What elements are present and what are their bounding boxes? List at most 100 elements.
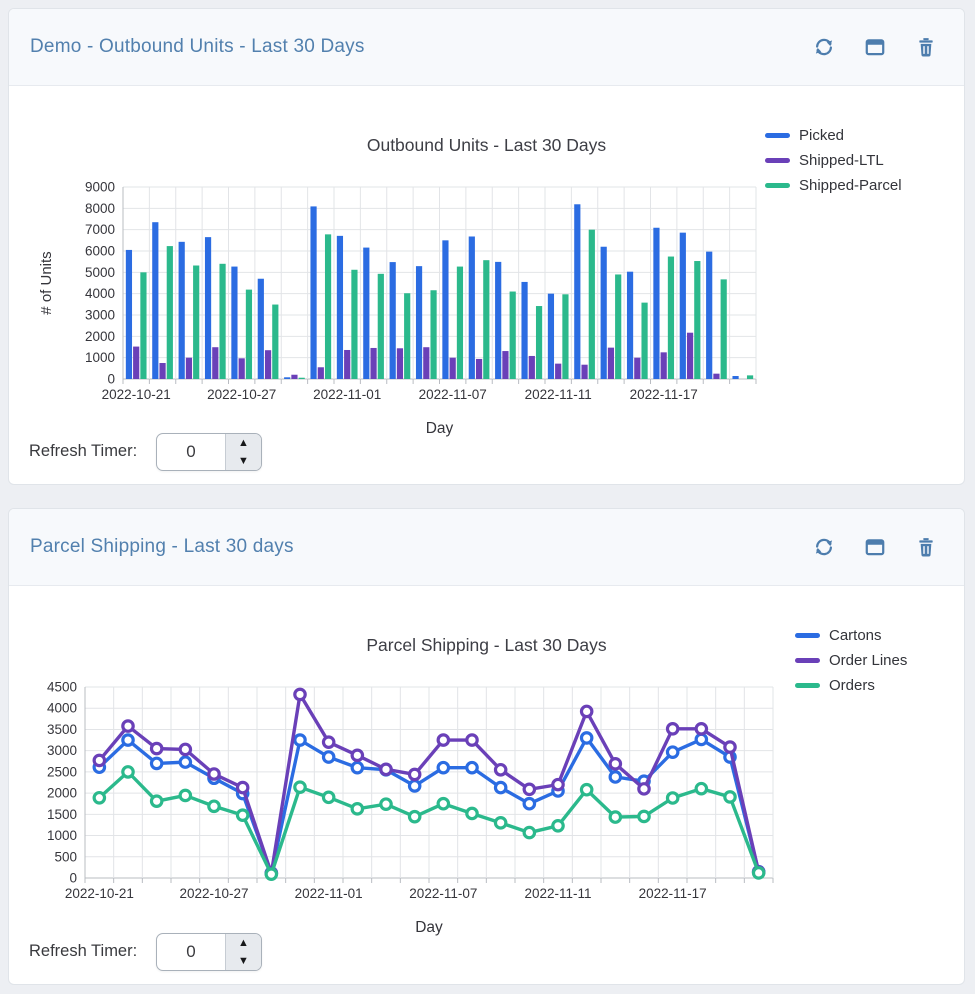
- bar-picked: [706, 251, 713, 379]
- y-tick-label: 4000: [47, 701, 77, 716]
- bar-shipped-ltl: [634, 357, 641, 379]
- x-tick-label: 2022-11-07: [419, 387, 487, 402]
- x-tick-label: 2022-11-07: [409, 886, 477, 901]
- bar-shipped-ltl: [502, 351, 509, 379]
- legend-item-shipped-parcel[interactable]: Shipped-Parcel: [765, 173, 902, 198]
- legend-marker: [795, 633, 820, 638]
- window-icon: [865, 537, 885, 557]
- x-tick-label: 2022-11-11: [524, 886, 591, 901]
- bar-picked: [178, 241, 185, 379]
- point-marker: [235, 780, 250, 795]
- legend-label: Shipped-Parcel: [799, 177, 902, 194]
- point-marker: [149, 741, 164, 756]
- point-marker: [121, 765, 135, 779]
- legend-item-shipped-ltl[interactable]: Shipped-LTL: [765, 148, 902, 173]
- x-tick-label: 2022-10-27: [179, 886, 248, 901]
- bar-shipped-ltl: [423, 347, 430, 379]
- legend-item-picked[interactable]: Picked: [765, 123, 902, 148]
- point-marker: [350, 748, 365, 763]
- point-marker: [379, 762, 393, 777]
- bar-picked: [389, 262, 396, 379]
- bar-shipped-parcel: [694, 261, 701, 379]
- legend-item-cartons[interactable]: Cartons: [795, 623, 907, 648]
- spinner-up-button[interactable]: ▲: [226, 434, 261, 452]
- point-marker: [121, 733, 135, 747]
- point-marker: [751, 866, 766, 880]
- y-tick-label: 9000: [85, 180, 115, 195]
- bar-picked: [521, 281, 528, 379]
- legend-item-order-lines[interactable]: Order Lines: [795, 648, 907, 673]
- bar-shipped-ltl: [317, 367, 324, 379]
- bar-picked: [679, 232, 686, 379]
- refresh-timer-input[interactable]: [157, 934, 225, 970]
- chart-title: Parcel Shipping - Last 30 Days: [366, 635, 607, 655]
- legend-marker: [795, 683, 820, 688]
- refresh-timer-input[interactable]: [157, 434, 225, 470]
- y-tick-label: 7000: [85, 222, 115, 237]
- y-tick-label: 1500: [47, 807, 77, 822]
- bar-shipped-parcel: [219, 263, 226, 379]
- refresh-button[interactable]: [814, 37, 834, 57]
- point-marker: [465, 733, 479, 747]
- window-button[interactable]: [865, 537, 885, 557]
- bar-shipped-parcel: [535, 306, 543, 379]
- point-marker: [321, 735, 336, 749]
- point-marker: [723, 740, 737, 754]
- point-marker: [293, 733, 307, 747]
- delete-button[interactable]: [916, 37, 936, 57]
- bar-picked: [336, 235, 344, 379]
- legend-marker: [765, 133, 790, 138]
- point-marker: [579, 704, 594, 719]
- point-marker: [264, 867, 279, 881]
- chart-title: Outbound Units - Last 30 Days: [366, 135, 607, 155]
- delete-button[interactable]: [916, 537, 936, 557]
- y-tick-label: 1000: [47, 828, 77, 843]
- card-parcel-shipping: Parcel Shipping - Last 30 days: [8, 508, 965, 985]
- legend-label: Order Lines: [829, 652, 908, 669]
- point-marker: [608, 757, 623, 771]
- bar-picked: [363, 247, 370, 379]
- bar-picked: [495, 261, 502, 379]
- bar-shipped-ltl: [449, 357, 456, 379]
- bar-picked: [574, 204, 581, 379]
- point-marker: [493, 762, 508, 777]
- bar-shipped-parcel: [430, 290, 437, 379]
- bar-picked: [442, 240, 449, 379]
- bar-picked: [310, 206, 317, 379]
- bar-shipped-ltl: [212, 347, 219, 379]
- spinner-up-button[interactable]: ▲: [226, 934, 261, 952]
- x-axis-title: Day: [415, 919, 443, 936]
- spinner-down-button[interactable]: ▼: [226, 452, 261, 470]
- refresh-timer-spinner: ▲ ▼: [156, 933, 262, 971]
- x-tick-label: 2022-10-27: [207, 387, 276, 402]
- bar-picked: [468, 236, 475, 379]
- legend-item-orders[interactable]: Orders: [795, 673, 907, 698]
- bar-shipped-ltl: [528, 355, 535, 379]
- point-marker: [579, 731, 594, 745]
- y-tick-label: 0: [107, 372, 115, 387]
- bar-shipped-parcel: [720, 279, 727, 379]
- bar-shipped-ltl: [238, 358, 245, 379]
- bar-shipped-parcel: [193, 265, 200, 379]
- refresh-button[interactable]: [814, 537, 834, 557]
- bar-shipped-ltl: [291, 374, 298, 379]
- bar-picked: [600, 246, 607, 379]
- x-tick-label: 2022-11-01: [313, 387, 381, 402]
- bar-shipped-ltl: [686, 332, 694, 379]
- point-marker: [149, 756, 164, 771]
- line-chart-canvas[interactable]: 0 500 1000 1500 2000 2500 3000 3500 4000 4500 2022…: [47, 680, 774, 936]
- point-marker: [379, 797, 393, 811]
- trash-icon: [916, 37, 936, 57]
- y-tick-label: 2000: [85, 329, 115, 344]
- spinner-down-button[interactable]: ▼: [226, 952, 261, 970]
- refresh-icon: [814, 537, 834, 557]
- y-tick-label: 2500: [47, 764, 77, 779]
- legend-label: Cartons: [829, 627, 882, 644]
- bar-chart-canvas[interactable]: 0 1000 2000 3000 4000 5000 6000 7000 8000 9000 202…: [38, 180, 757, 437]
- point-marker: [321, 790, 336, 805]
- window-button[interactable]: [865, 37, 885, 57]
- bar-shipped-parcel: [245, 289, 253, 379]
- x-axis-title: Day: [426, 420, 454, 437]
- x-tick-label: 2022-11-11: [525, 387, 592, 402]
- point-marker: [407, 779, 422, 793]
